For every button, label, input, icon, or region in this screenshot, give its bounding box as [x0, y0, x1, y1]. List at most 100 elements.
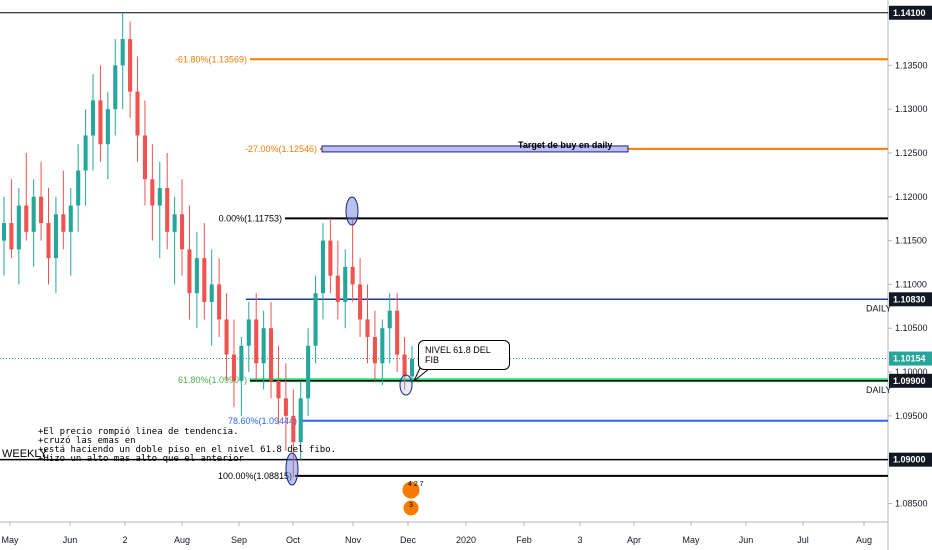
weekly-label: WEEKLY	[2, 448, 48, 460]
y-tick-label: 1.10500	[895, 323, 928, 333]
candle-body	[231, 354, 237, 381]
candle-body	[16, 205, 21, 250]
fib-level-label: -27.00%(1.12546)	[245, 144, 317, 154]
candle-body	[283, 398, 288, 416]
candle-body	[83, 135, 88, 171]
candle-body	[46, 223, 51, 259]
candle-body	[335, 275, 340, 302]
candle-body	[365, 319, 370, 337]
candle-body	[395, 310, 400, 355]
x-tick-label: Sep	[231, 535, 247, 545]
candle-body	[53, 214, 58, 259]
candle-body	[306, 345, 311, 399]
candle-body	[343, 266, 348, 302]
candle-body	[120, 39, 125, 66]
x-tick-label: May	[682, 535, 700, 545]
event-badge-text: 3	[409, 502, 413, 509]
analysis-notes: +El precio rompió linea de tendencia. +c…	[38, 428, 336, 464]
x-tick-label: 2020	[456, 535, 476, 545]
x-tick-label: May	[1, 535, 19, 545]
x-tick-label: Feb	[516, 535, 532, 545]
event-badge	[402, 499, 420, 517]
candle-body	[372, 336, 377, 364]
candle-body	[135, 91, 140, 136]
price-tag-label: 1.10154	[893, 354, 926, 364]
y-tick-label: 1.10000	[895, 367, 928, 377]
price-tag-label: 1.09900	[893, 376, 926, 386]
fib-level-label: 61.80%(1.09907)	[178, 375, 247, 385]
price-tag	[889, 351, 932, 366]
x-tick-label: Aug	[174, 535, 190, 545]
x-tick-label: Apr	[627, 535, 641, 545]
callout-box[interactable]: NIVEL 61.8 DEL FIB	[418, 340, 510, 370]
x-tick-label: Jun	[739, 535, 754, 545]
marker-ellipse	[345, 196, 359, 226]
candle-body	[358, 284, 363, 320]
x-tick-label: 2	[122, 535, 127, 545]
candle-body	[194, 258, 199, 294]
candle-body	[76, 170, 81, 206]
candle-body	[298, 398, 303, 443]
candle-body	[254, 319, 259, 364]
candle-body	[39, 196, 44, 224]
note-line: +cruzó las emas en	[38, 436, 136, 446]
candle-body	[387, 310, 392, 329]
candle-body	[1, 223, 7, 241]
price-tag	[889, 292, 932, 307]
candle-body	[269, 328, 274, 381]
price-tag	[889, 5, 932, 20]
price-tag	[889, 452, 932, 467]
fib-level-label: -61.80%(1.13569)	[175, 54, 247, 64]
x-tick-label: 3	[577, 535, 582, 545]
candle-body	[61, 214, 66, 232]
y-tick-label: 1.11000	[895, 279, 927, 289]
callout-text: NIVEL 61.8 DEL FIB	[425, 345, 491, 365]
candle-body	[261, 328, 266, 364]
candle-body	[291, 415, 296, 443]
candle-body	[276, 380, 281, 399]
candle-body	[224, 319, 229, 355]
line-label-daily: DAILY	[866, 303, 891, 313]
candle-body	[113, 65, 118, 110]
y-tick-label: 1.12000	[895, 192, 928, 202]
candle-body	[150, 179, 155, 206]
candle-body	[320, 240, 326, 294]
x-tick-label: Dec	[400, 535, 417, 545]
candle-body	[328, 240, 333, 276]
x-tick-label: Aug	[856, 535, 872, 545]
y-tick-label: 1.11500	[895, 236, 927, 246]
callout-pointer	[413, 367, 431, 382]
y-tick-label: 1.12500	[895, 148, 928, 158]
candle-body	[98, 100, 103, 145]
x-tick-label: Nov	[345, 535, 362, 545]
candle-body	[157, 188, 162, 206]
x-tick-label: Oct	[286, 535, 301, 545]
note-line: +El precio rompió linea de tendencia.	[38, 427, 239, 437]
candle-body	[172, 214, 177, 232]
line-label-daily: DAILY	[866, 385, 891, 395]
candle-body	[350, 266, 355, 285]
y-tick-label: 1.08500	[895, 498, 928, 508]
candle-body	[9, 223, 14, 250]
price-tag-label: 1.14100	[893, 8, 926, 18]
candle-body	[179, 214, 185, 250]
fib-level-label: 0.00%(1.11753)	[219, 213, 282, 223]
marker-ellipse	[285, 452, 299, 486]
fib-level-label: 100.00%(1.08815)	[218, 471, 292, 481]
candle-body	[202, 258, 207, 302]
candle-body	[24, 205, 29, 232]
x-tick-label: Jul	[797, 535, 809, 545]
candle-body	[409, 358, 415, 377]
target-label: Target de buy en daily	[518, 140, 613, 150]
candle-body	[165, 188, 170, 232]
plot-area	[0, 0, 888, 521]
target-rectangle	[321, 145, 629, 153]
candle-body	[246, 319, 251, 346]
candle-body	[209, 284, 214, 302]
candle-body	[313, 293, 318, 346]
candle-body	[105, 109, 110, 145]
note-line: +está haciendo un doble piso en el nivel…	[38, 445, 337, 455]
marker-ellipse	[399, 374, 413, 396]
price-tag-label: 1.09000	[893, 455, 926, 465]
